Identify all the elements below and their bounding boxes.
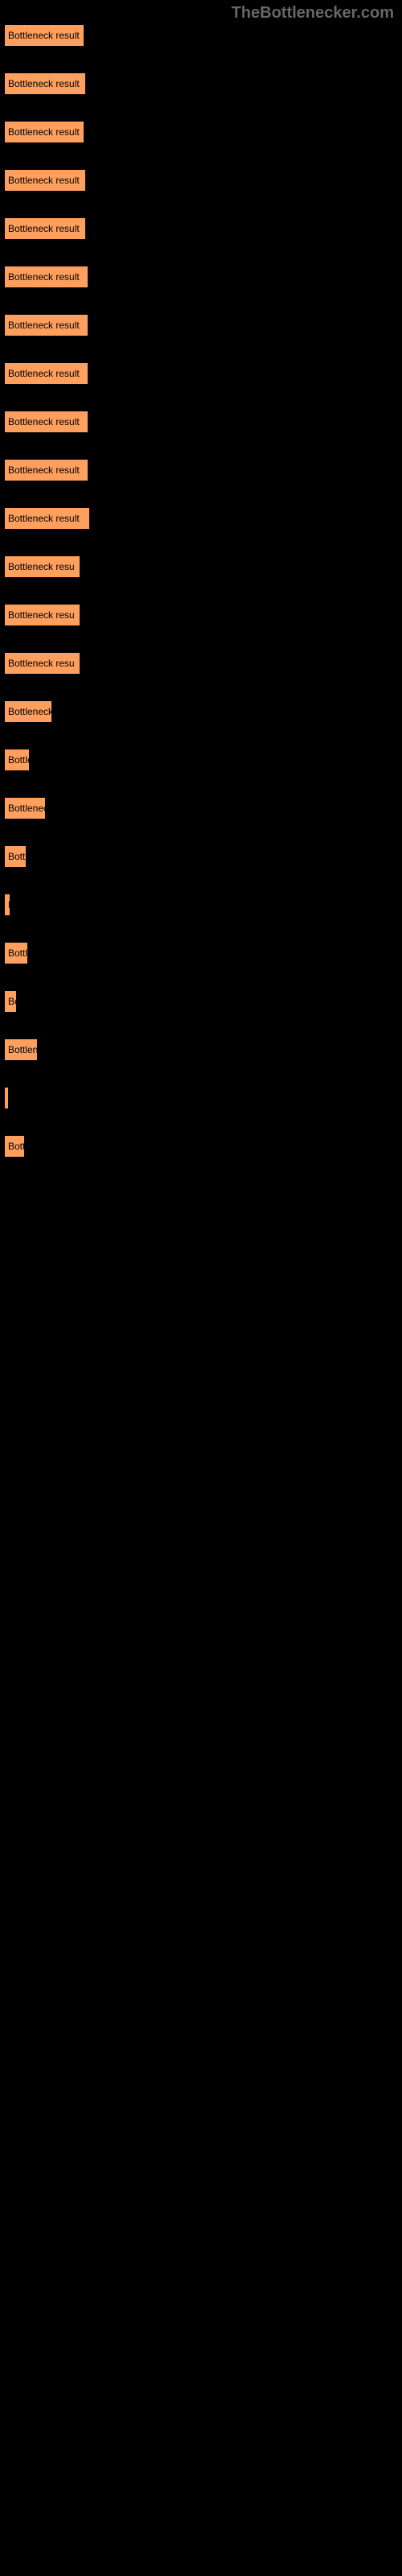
bar-label: Bottleneck resu <box>8 609 75 621</box>
bar: B <box>4 894 10 916</box>
bar-label: Bottleneck result <box>8 320 80 331</box>
bar-row: Bottleneck result <box>4 459 398 481</box>
bar-label: Bottleneck result <box>8 416 80 427</box>
bar-row: Bott <box>4 1135 398 1158</box>
bar: Bottleneck result <box>4 411 88 433</box>
bar: Bottleneck result <box>4 121 84 143</box>
bar-label: Bottleneck result <box>8 126 80 138</box>
bar: Bottlenec <box>4 797 46 819</box>
bar-row: Bottlen <box>4 1038 398 1061</box>
bar: Bott <box>4 1135 25 1158</box>
bar-label: Bottleneck result <box>8 368 80 379</box>
bar: Bottle <box>4 749 30 771</box>
bar-label: Bottleneck result <box>8 513 80 524</box>
bar-label: Bottlenec <box>8 803 46 814</box>
bar: Bottleneck result <box>4 459 88 481</box>
bar-row: Bottleneck result <box>4 411 398 433</box>
bar-row: Bottleneck result <box>4 314 398 336</box>
bar: Bottleneck result <box>4 314 88 336</box>
bar: Bottl <box>4 845 27 868</box>
bar: Bottleneck result <box>4 72 86 95</box>
watermark: TheBottlenecker.com <box>232 4 394 23</box>
bar-row: Bottleneck result <box>4 24 398 47</box>
bar-row: Bottl <box>4 942 398 964</box>
bar-label: Bottleneck resu <box>8 658 75 669</box>
bar-row: Bottlenec <box>4 797 398 819</box>
bar: Bottleneck <box>4 700 52 723</box>
chart-container: Bottleneck result Bottleneck result Bottle… <box>0 0 402 1187</box>
bar-label: Bottle <box>8 754 30 766</box>
bar: Bottleneck resu <box>4 652 80 675</box>
bar: Bottleneck result <box>4 169 86 192</box>
bar-row: Bottleneck resu <box>4 555 398 578</box>
bar-row: Bottleneck resu <box>4 604 398 626</box>
bar-row: Bottleneck result <box>4 121 398 143</box>
bar-row: Bottle <box>4 749 398 771</box>
bar-row: Bo <box>4 990 398 1013</box>
bar: Bottleneck resu <box>4 604 80 626</box>
bar-row: Bottleneck result <box>4 169 398 192</box>
bar-row: B <box>4 894 398 916</box>
bar-label: Bo <box>8 996 17 1007</box>
bar: Bottleneck result <box>4 24 84 47</box>
bar <box>4 1087 9 1109</box>
bar: Bottlen <box>4 1038 38 1061</box>
bar-label: Bottlen <box>8 1044 38 1055</box>
bar-label: Bottleneck result <box>8 175 80 186</box>
bar: Bottleneck resu <box>4 555 80 578</box>
bar-label: Bottleneck result <box>8 271 80 283</box>
bar-row: Bottleneck result <box>4 266 398 288</box>
bar: Bottleneck result <box>4 507 90 530</box>
bar-label: Bott <box>8 1141 25 1152</box>
bar-row: Bottl <box>4 845 398 868</box>
bar-label: Bottleneck resu <box>8 561 75 572</box>
bar-label: B <box>8 899 10 910</box>
bar-row: Bottleneck result <box>4 507 398 530</box>
bar-label: Bottleneck result <box>8 464 80 476</box>
bar-label: Bottleneck result <box>8 223 80 234</box>
bar: Bo <box>4 990 17 1013</box>
bar: Bottleneck result <box>4 217 86 240</box>
bar-row: Bottleneck resu <box>4 652 398 675</box>
bar-label: Bottl <box>8 947 27 959</box>
bar-label: Bottl <box>8 851 27 862</box>
bar: Bottl <box>4 942 28 964</box>
bar-row: Bottleneck <box>4 700 398 723</box>
bar-label: Bottleneck <box>8 706 52 717</box>
bar-label: Bottleneck result <box>8 78 80 89</box>
bar-row: Bottleneck result <box>4 362 398 385</box>
bar: Bottleneck result <box>4 266 88 288</box>
bar-row: Bottleneck result <box>4 72 398 95</box>
bar-row <box>4 1087 398 1109</box>
bar: Bottleneck result <box>4 362 88 385</box>
bar-label: Bottleneck result <box>8 30 80 41</box>
bar-row: Bottleneck result <box>4 217 398 240</box>
